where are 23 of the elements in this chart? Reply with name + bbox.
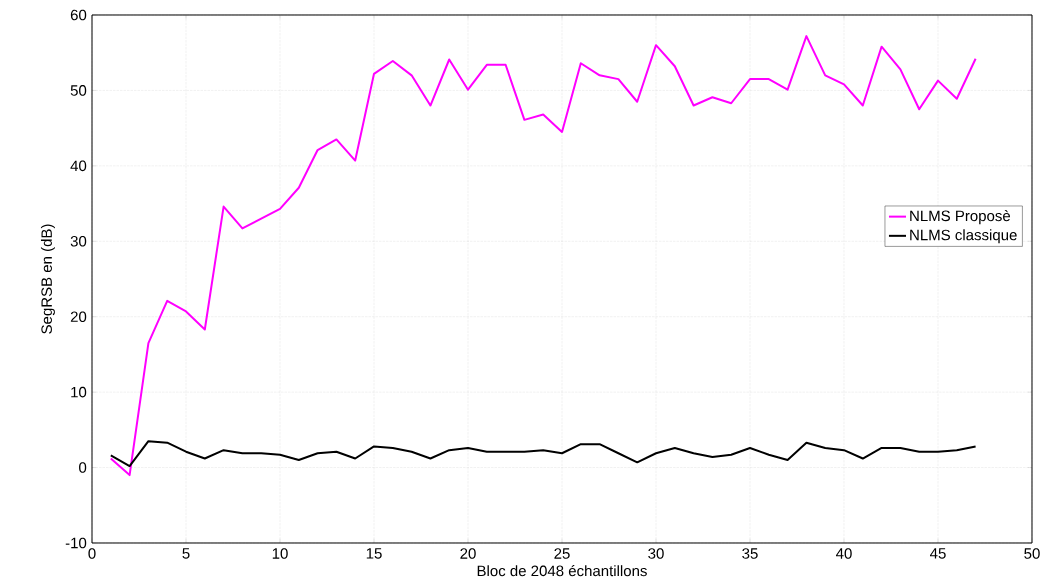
x-tick-label: 10 [272,548,288,559]
legend-label: NLMS Proposè [910,209,1011,225]
y-tick-label: 10 [71,386,87,398]
x-tick-label: 40 [836,548,852,559]
x-tick-label: 5 [182,548,190,559]
x-tick-label: 30 [648,548,664,559]
x-tick-label: 20 [460,548,476,559]
x-tick-label: 50 [1024,548,1040,559]
y-tick-label: 0 [79,462,87,473]
y-axis-title: SegRSB en (dB) [40,224,55,334]
y-tick-label: 40 [70,160,87,172]
x-tick-label: 35 [742,548,758,559]
x-tick-label: 15 [366,548,382,559]
legend-label: NLMS classique [910,229,1017,244]
y-tick-label: 50 [70,85,87,96]
x-tick-label: 0 [88,548,96,559]
y-tick-label: 20 [70,311,87,323]
y-tick-label: -10 [65,537,87,549]
y-tick-label: 60 [70,9,87,21]
y-tick-label: 30 [70,235,87,247]
x-tick-label: 25 [554,548,570,559]
x-axis-title: Bloc de 2048 échantillons [477,565,647,577]
x-tick-label: 45 [930,548,946,559]
